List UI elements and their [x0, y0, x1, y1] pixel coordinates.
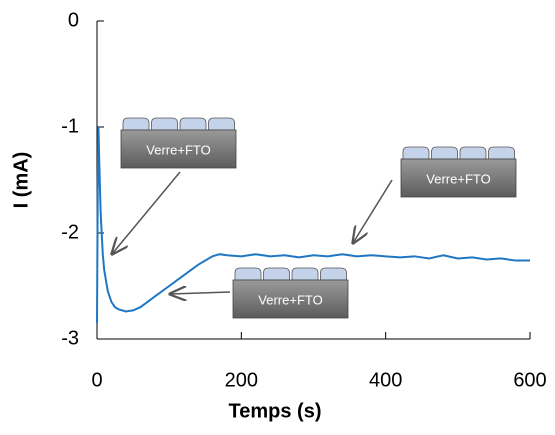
bump [320, 267, 347, 281]
y-tick-label: -1 [61, 115, 79, 137]
annotation-label: Verre+FTO [258, 292, 322, 307]
bump [402, 146, 430, 160]
x-axis-title: Temps (s) [229, 400, 322, 422]
x-tick-label: 0 [91, 369, 102, 391]
bump [488, 146, 515, 160]
bump [151, 117, 178, 131]
y-tick-label: -2 [61, 221, 79, 243]
bump [122, 117, 150, 131]
y-axis-title: I (mA) [10, 152, 32, 209]
bump [431, 146, 458, 160]
x-tick-label: 200 [225, 369, 258, 391]
substrate [232, 279, 349, 319]
substrate [120, 129, 237, 169]
annotation-label: Verre+FTO [146, 142, 210, 157]
annotation-label: Verre+FTO [426, 171, 490, 186]
arrow [112, 171, 181, 254]
bump [208, 117, 235, 131]
arrow [353, 179, 393, 243]
bump [234, 267, 262, 281]
substrate [400, 158, 517, 198]
bump [263, 267, 290, 281]
x-tick-label: 600 [513, 369, 546, 391]
bump [459, 146, 487, 160]
annotation: Verre+FTO [400, 146, 517, 198]
data-line [96, 126, 530, 324]
y-tick-label: -3 [61, 327, 79, 349]
annotation: Verre+FTO [120, 117, 237, 169]
bump [291, 267, 319, 281]
arrow [170, 292, 231, 294]
annotation: Verre+FTO [232, 267, 349, 319]
y-tick-label: 0 [68, 9, 79, 31]
x-tick-label: 400 [369, 369, 402, 391]
bump [179, 117, 207, 131]
